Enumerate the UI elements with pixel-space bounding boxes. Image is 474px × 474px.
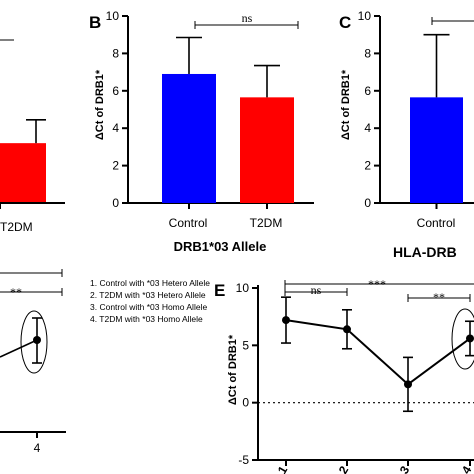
series-line-e — [285, 319, 471, 386]
x-tick-label-c-0: Control — [417, 216, 456, 230]
significance-bracket-e-ns: ns — [284, 283, 348, 297]
y-tick-label-e: 5 — [242, 338, 249, 352]
y-axis-label-e: ΔCt of DRB1* — [227, 334, 239, 405]
y-tick-label-c: 8 — [364, 46, 371, 60]
highlight-ellipse-e — [451, 308, 474, 370]
legend-d: 1. Control with *03 Hetero Allele 2. T2D… — [90, 278, 210, 324]
y-tick-label-b: 6 — [112, 84, 119, 98]
x-tick-label-d-4: 4 — [34, 441, 41, 455]
x-tick-label-e-1: 1 — [275, 463, 291, 474]
significance-bracket-e-3star: *** — [284, 277, 474, 291]
x-tick-label-a-t2dm: T2DM — [0, 220, 33, 234]
bars-b: Control T2DM — [162, 36, 294, 230]
data-point-e-2 — [343, 325, 351, 334]
y-axis-label-b: ΔCt of DRB1* — [94, 69, 106, 140]
x-ticks-e: 1 2 3 4 — [275, 460, 474, 474]
series-e — [281, 296, 474, 413]
y-tick-label-b: 8 — [112, 46, 119, 60]
x-tick-label-e-2: 2 — [336, 463, 352, 474]
y-tick-label-b: 0 — [112, 196, 119, 210]
highlight-ellipse-d — [20, 310, 48, 374]
panel-label-e: E — [214, 281, 225, 300]
y-tick-label-c: 2 — [364, 159, 371, 173]
panel-b: B ΔCt of DRB1* 0 2 4 6 8 10 Control T2DM ns DR… — [89, 9, 314, 254]
significance-label-d: ** — [10, 285, 22, 299]
y-tick-label-b: 2 — [112, 159, 119, 173]
y-tick-label-c: 10 — [358, 9, 372, 23]
data-point-e-3 — [404, 380, 412, 389]
legend-item-2: 2. T2DM with *03 Hetero Allele — [90, 290, 206, 300]
panel-a: T2DM — [0, 39, 65, 234]
x-tick-label-e-3: 3 — [397, 463, 413, 474]
significance-bracket-c — [431, 17, 474, 25]
y-tick-label-e: 10 — [236, 281, 250, 295]
data-point-d-4 — [33, 336, 41, 344]
y-tick-label-c: 0 — [364, 196, 371, 210]
bars-c: Control — [410, 33, 463, 230]
y-tick-label-b: 10 — [106, 9, 120, 23]
significance-label-e-2star: ** — [433, 290, 445, 304]
x-tick-label-b-1: T2DM — [250, 216, 283, 230]
legend-item-3: 3. Control with *03 Homo Allele — [90, 302, 207, 312]
x-tick-label-b-0: Control — [169, 216, 208, 230]
panel-d: ** 4 1. Control with *03 Hetero Allele 2… — [0, 269, 210, 455]
legend-item-1: 1. Control with *03 Hetero Allele — [90, 278, 210, 288]
x-axis-title-b: DRB1*03 Allele — [174, 239, 267, 254]
legend-item-4: 4. T2DM with *03 Homo Allele — [90, 314, 203, 324]
y-tick-label-c: 4 — [364, 121, 371, 135]
y-ticks-b: 0 2 4 6 8 10 — [106, 9, 128, 210]
panel-c: C ΔCt of DRB1* 0 2 4 6 8 10 Control HLA-DRB — [339, 9, 474, 260]
x-tick-label-e-4: 4 — [459, 463, 474, 474]
data-point-e-1 — [282, 316, 290, 325]
significance-label-e-ns: ns — [311, 283, 322, 297]
panel-e: E ΔCt of DRB1* -5 0 5 10 1 2 3 4 ns *** ** — [214, 277, 474, 474]
significance-label-b: ns — [242, 11, 253, 25]
y-tick-label-e: 0 — [242, 396, 249, 410]
y-tick-label-e: -5 — [238, 453, 249, 467]
data-point-e-4 — [466, 334, 474, 343]
panel-label-b: B — [89, 13, 101, 32]
y-tick-label-c: 6 — [364, 84, 371, 98]
y-tick-label-b: 4 — [112, 121, 119, 135]
bar-b-0 — [162, 73, 216, 203]
significance-bracket-b: ns — [194, 11, 299, 29]
significance-label-e-3star: *** — [368, 277, 386, 291]
series-line-d — [0, 339, 38, 358]
bar-c-0 — [410, 97, 463, 203]
x-axis-title-c: HLA-DRB — [393, 244, 457, 260]
y-axis-label-c: ΔCt of DRB1* — [340, 69, 352, 140]
y-ticks-e: -5 0 5 10 — [236, 281, 258, 467]
panel-label-c: C — [339, 13, 351, 32]
significance-bracket-e-2star: ** — [407, 290, 471, 304]
y-ticks-c: 0 2 4 6 8 10 — [358, 9, 380, 210]
bar-b-1 — [240, 97, 294, 203]
bar-a-t2dm — [0, 143, 46, 203]
